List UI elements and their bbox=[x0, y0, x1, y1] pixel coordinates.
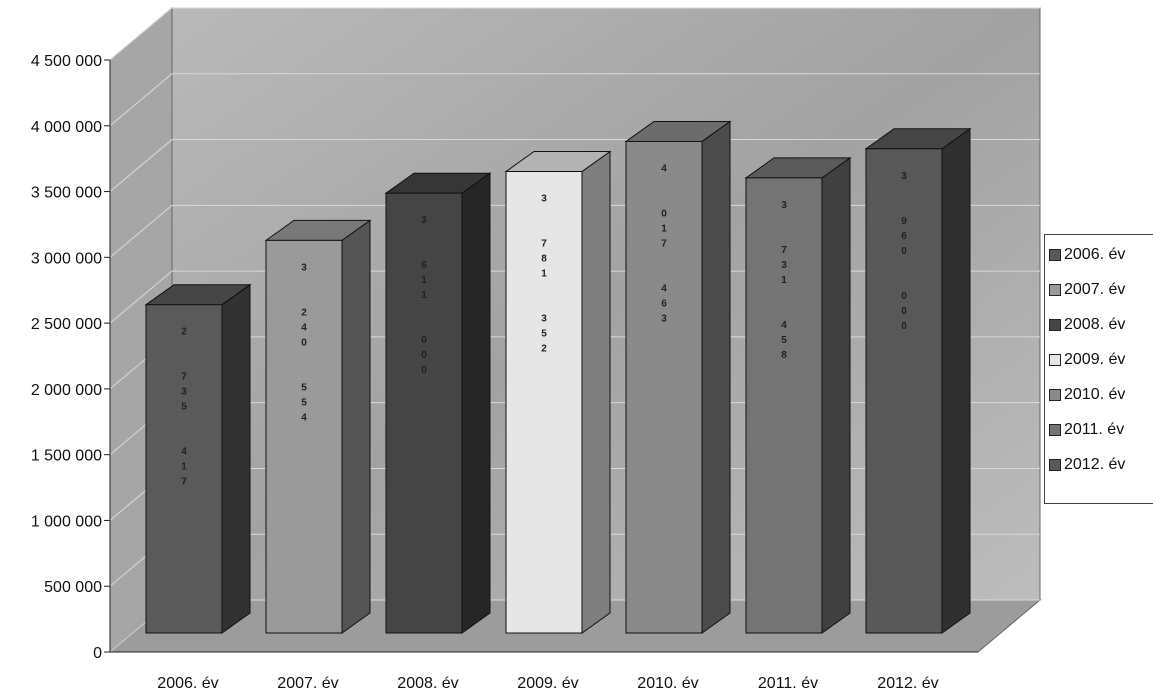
legend-swatch-2010 bbox=[1049, 389, 1061, 401]
legend-label-2009: 2009. év bbox=[1064, 351, 1126, 368]
bar-front bbox=[625, 140, 703, 634]
gridline bbox=[109, 139, 1040, 192]
legend-item-2011: 2011. év bbox=[1049, 420, 1124, 440]
legend-item-2009: 2009. év bbox=[1049, 350, 1125, 370]
legend-item-2012: 2012. év bbox=[1049, 455, 1125, 475]
y-tick-label: 1 500 000 bbox=[31, 448, 102, 465]
bar-front bbox=[265, 239, 343, 634]
gridline bbox=[109, 73, 1040, 127]
bar-side bbox=[221, 283, 251, 634]
legend-label-2012: 2012. év bbox=[1064, 456, 1126, 473]
bar-front bbox=[745, 177, 823, 634]
y-tick-label: 1 000 000 bbox=[31, 513, 102, 530]
bar-side bbox=[941, 127, 971, 634]
x-tick-label: 2006. év bbox=[157, 675, 218, 692]
y-tick-label: 4 500 000 bbox=[31, 53, 102, 70]
legend-label-2006: 2006. év bbox=[1064, 246, 1126, 263]
y-tick-label: 500 000 bbox=[44, 579, 102, 596]
legend-swatch-2012 bbox=[1049, 459, 1061, 471]
y-tick-label: 3 500 000 bbox=[31, 185, 102, 202]
gridline bbox=[109, 7, 1040, 61]
legend-label-2008: 2008. év bbox=[1064, 316, 1126, 333]
legend-swatch-2011 bbox=[1049, 424, 1061, 436]
legend: 2006. év 2007. év 2008. év 2009. év 2010… bbox=[1044, 234, 1153, 504]
y-tick-label: 2 000 000 bbox=[31, 382, 102, 399]
bar-front bbox=[865, 148, 943, 634]
y-tick-label: 2 500 000 bbox=[31, 316, 102, 333]
x-tick-label: 2009. év bbox=[517, 675, 578, 692]
legend-label-2007: 2007. év bbox=[1064, 281, 1126, 298]
bar-side bbox=[821, 156, 851, 634]
bar-front bbox=[145, 304, 223, 634]
legend-label-2011: 2011. év bbox=[1064, 421, 1125, 438]
y-tick-label: 3 000 000 bbox=[31, 250, 102, 267]
legend-swatch-2008 bbox=[1049, 319, 1061, 331]
legend-swatch-2009 bbox=[1049, 354, 1061, 366]
x-tick-label: 2008. év bbox=[397, 675, 458, 692]
bar-side bbox=[461, 172, 491, 634]
legend-item-2008: 2008. év bbox=[1049, 315, 1125, 335]
x-tick-label: 2007. év bbox=[277, 675, 338, 692]
bar-side bbox=[701, 120, 731, 634]
legend-item-2010: 2010. év bbox=[1049, 385, 1125, 405]
legend-label-2010: 2010. év bbox=[1064, 386, 1126, 403]
bar-front bbox=[505, 171, 583, 634]
x-tick-label: 2012. év bbox=[877, 675, 938, 692]
bar-front bbox=[385, 192, 463, 634]
legend-item-2006: 2006. év bbox=[1049, 245, 1125, 265]
legend-swatch-2006 bbox=[1049, 249, 1061, 261]
legend-swatch-2007 bbox=[1049, 284, 1061, 296]
bar-side bbox=[581, 150, 611, 634]
legend-item-2007: 2007. év bbox=[1049, 280, 1125, 300]
y-tick-label: 0 bbox=[93, 645, 102, 662]
x-axis-labels: 2006. év 2007. év 2008. év 2009. év 2010. év… bbox=[157, 675, 938, 692]
bar-side bbox=[341, 219, 371, 634]
y-axis: 0 500 000 1 000 000 1 500 000 2 000 000 2 500… bbox=[31, 53, 978, 662]
x-tick-label: 2010. év bbox=[637, 675, 698, 692]
x-tick-label: 2011. év bbox=[758, 675, 818, 692]
y-tick-label: 4 000 000 bbox=[31, 119, 102, 136]
